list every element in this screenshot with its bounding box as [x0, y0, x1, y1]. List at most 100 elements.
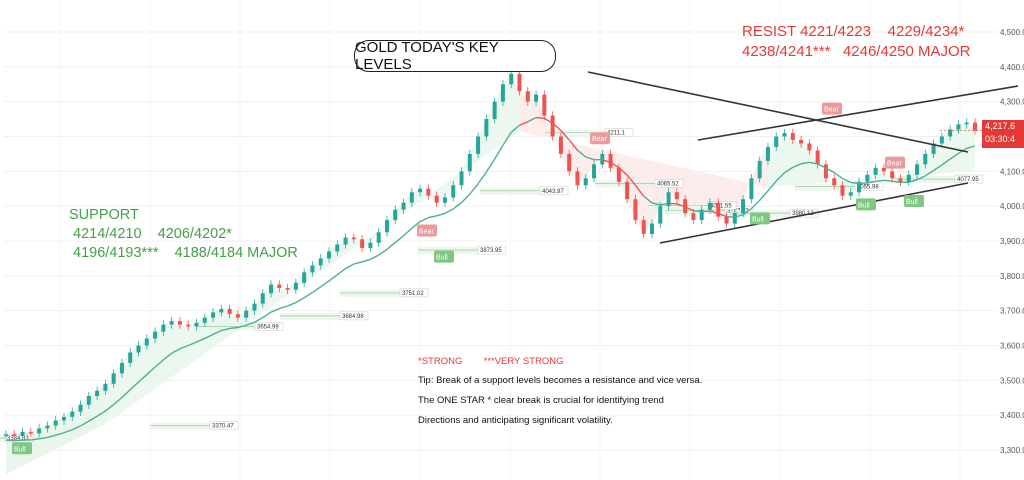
ema-line [452, 202, 462, 210]
ema-line [651, 202, 661, 206]
level-label: 3334.33 [7, 436, 29, 442]
ema-line [80, 420, 90, 427]
ema-line [154, 359, 164, 368]
level-label: 4077.95 [957, 177, 979, 183]
ema-line [254, 317, 264, 323]
ema-line [585, 156, 595, 161]
candle-body [467, 153, 472, 172]
notes-block: *STRONG ***VERY STRONG Tip: Break of a s… [418, 356, 702, 435]
ema-line [684, 206, 694, 212]
ema-line [419, 216, 429, 223]
ema-line [784, 166, 794, 174]
candle-body [492, 101, 497, 120]
candle-body [931, 143, 936, 154]
signal-label: Bull [906, 199, 918, 206]
candle-body [592, 164, 597, 179]
level-zone [895, 176, 955, 184]
ema-line [47, 434, 56, 439]
ema-line [676, 203, 686, 208]
candle-body [376, 232, 381, 243]
level-label: 4065.52 [657, 181, 679, 187]
candle-body [177, 321, 182, 325]
current-price: 4,217.6 [985, 121, 1016, 131]
support-levels: SUPPORT 4214/4210 4206/4202* 4196/4193**… [69, 206, 298, 263]
ema-line [966, 145, 976, 150]
support-line-2: 4196/4193*** 4188/4184 MAJOR [73, 245, 298, 261]
candle-body [153, 331, 158, 339]
candle-body [351, 237, 356, 240]
level-label-box [954, 174, 984, 184]
candle-body [641, 220, 646, 235]
ema-line [602, 159, 611, 164]
ema-line [295, 297, 305, 304]
candle-body [484, 119, 489, 137]
ema-line [162, 352, 173, 361]
ema-line [867, 180, 876, 184]
candle-body [20, 431, 25, 437]
ema-line [568, 139, 579, 151]
candle-body [807, 143, 812, 151]
ema-line [618, 167, 628, 176]
y-tick-label: 4,100.00 [1000, 167, 1024, 176]
candle-body [128, 352, 133, 363]
ema-line [204, 333, 214, 340]
trend-zone [767, 122, 975, 196]
candle-body [476, 136, 481, 154]
level-label: 4055.98 [857, 185, 879, 191]
signal-label: Bear [824, 107, 839, 114]
ema-line [30, 438, 40, 441]
level-label-box [339, 311, 369, 321]
level-zone [595, 180, 655, 188]
candle-body [550, 115, 555, 137]
candle-body [451, 185, 456, 198]
signal-label: Bear [419, 229, 434, 236]
ema-line [833, 172, 843, 180]
candle-body [393, 209, 398, 221]
level-zone [418, 247, 478, 255]
ema-line [14, 439, 23, 442]
ema-line [361, 258, 371, 263]
candle-body [525, 91, 530, 102]
candle-body [674, 192, 679, 200]
ema-line [859, 182, 868, 185]
candle-body [103, 383, 108, 391]
candle-body [95, 390, 100, 397]
level-label-box [399, 288, 429, 298]
note-line-2: The ONE STAR * clear break is crucial fo… [418, 395, 664, 406]
candle-body [583, 178, 588, 186]
candle-body [194, 322, 199, 327]
ema-line [535, 116, 545, 120]
candle-body [53, 420, 58, 426]
candle-body [873, 167, 878, 175]
ema-line [403, 227, 413, 237]
ema-line [96, 410, 106, 417]
candle-body [343, 237, 348, 245]
candle-body [542, 94, 547, 116]
ema-line [916, 175, 926, 181]
candle-body [857, 181, 862, 193]
chart-title: GOLD TODAY'S KEY LEVELS [355, 39, 499, 73]
candle-body [765, 146, 770, 161]
level-label-box [4, 433, 34, 443]
candle-body [840, 185, 845, 196]
ema-line [461, 193, 471, 204]
resist-line-1: RESIST 4221/4223 4229/4234* [742, 23, 965, 40]
ema-line [933, 164, 943, 172]
support-line-1: 4214/4210 4206/4202* [73, 226, 232, 242]
candle-body [144, 338, 149, 346]
ema-line [320, 280, 330, 288]
ema-line [908, 179, 918, 183]
candle-body [459, 171, 464, 186]
ema-line [378, 248, 388, 256]
ema-line [411, 221, 421, 229]
candle-body [293, 282, 298, 290]
ema-line [634, 184, 645, 197]
ema-line [850, 181, 860, 185]
ema-line [742, 208, 752, 216]
candle-body [790, 133, 795, 140]
ema-line [817, 163, 827, 169]
candle-body [906, 174, 911, 182]
candle-body [4, 434, 8, 436]
y-tick-label: 3,900.00 [1000, 237, 1024, 246]
resist-line-2: 4238/4241*** 4246/4250 MAJOR [742, 43, 971, 60]
